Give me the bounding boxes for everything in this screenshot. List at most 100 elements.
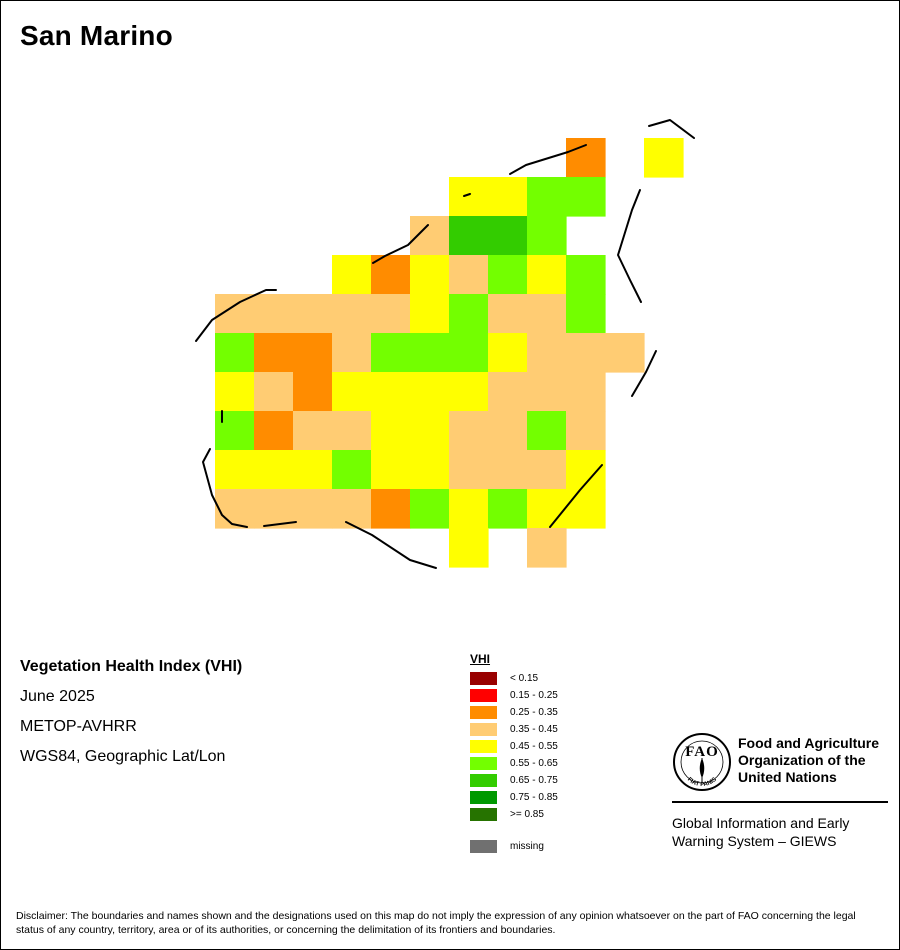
- vhi-cell: [566, 177, 606, 217]
- vhi-cell: [371, 489, 411, 529]
- disclaimer: Disclaimer: The boundaries and names sho…: [16, 910, 856, 936]
- legend-item: 0.65 - 0.75: [470, 772, 558, 789]
- vhi-cell: [215, 411, 255, 451]
- vhi-cell: [410, 450, 450, 490]
- vhi-cell: [410, 294, 450, 334]
- vhi-map: [195, 119, 695, 569]
- vhi-cell: [332, 255, 372, 295]
- vhi-cell: [293, 294, 333, 334]
- vhi-cell: [449, 372, 489, 412]
- org-line: Food and Agriculture: [738, 735, 880, 751]
- boundary-segment: [648, 119, 695, 139]
- vhi-cell: [293, 372, 333, 412]
- legend-swatch: [470, 757, 497, 770]
- vhi-cell: [254, 333, 294, 373]
- vhi-cell: [410, 489, 450, 529]
- vhi-cell: [566, 489, 606, 529]
- fao-organization-name: Food and Agriculture Organization of the…: [738, 735, 879, 786]
- vhi-cell: [527, 489, 567, 529]
- legend-label: 0.65 - 0.75: [510, 775, 558, 786]
- vhi-cell: [332, 333, 372, 373]
- fao-motto: FIAT PANIS: [686, 777, 718, 788]
- vhi-cell: [488, 333, 528, 373]
- vhi-cell: [215, 489, 255, 529]
- vhi-cell: [410, 411, 450, 451]
- vhi-cell: [488, 450, 528, 490]
- boundary-segment: [617, 189, 642, 303]
- legend-item: 0.25 - 0.35: [470, 704, 558, 721]
- vhi-cell: [254, 294, 294, 334]
- vhi-cell: [215, 372, 255, 412]
- vhi-cell: [566, 411, 606, 451]
- legend-swatch: [470, 706, 497, 719]
- vhi-cell: [332, 411, 372, 451]
- vhi-cell: [527, 177, 567, 217]
- vhi-cell: [566, 255, 606, 295]
- vhi-cell: [527, 333, 567, 373]
- svg-text:FIAT PANIS: FIAT PANIS: [686, 777, 718, 788]
- vhi-cell: [644, 138, 684, 178]
- vhi-cell: [215, 333, 255, 373]
- vhi-cell: [488, 372, 528, 412]
- legend-item: 0.35 - 0.45: [470, 721, 558, 738]
- vhi-cell: [371, 294, 411, 334]
- vhi-cell: [293, 333, 333, 373]
- vhi-cell: [449, 450, 489, 490]
- boundary-segment: [195, 289, 277, 342]
- vhi-cell: [488, 489, 528, 529]
- vhi-cell: [371, 255, 411, 295]
- vhi-grid: [215, 138, 684, 568]
- legend-swatch: [470, 774, 497, 787]
- legend-title: VHI: [470, 652, 491, 666]
- legend-swatch: [470, 791, 497, 804]
- vhi-cell: [566, 333, 606, 373]
- period: June 2025: [20, 688, 95, 705]
- vhi-cell: [566, 138, 606, 178]
- index-name: Vegetation Health Index (VHI): [20, 658, 243, 675]
- legend-item: 0.55 - 0.65: [470, 755, 558, 772]
- vhi-cell: [527, 528, 567, 568]
- legend-label: < 0.15: [510, 673, 539, 684]
- legend-swatch: [470, 840, 497, 853]
- giews-line: Global Information and Early: [672, 815, 850, 831]
- vhi-cell: [332, 489, 372, 529]
- vhi-cell: [293, 489, 333, 529]
- legend-label: 0.75 - 0.85: [510, 792, 558, 803]
- fao-letters: FAO: [685, 744, 719, 760]
- legend-label: 0.15 - 0.25: [510, 690, 558, 701]
- vhi-cell: [410, 372, 450, 412]
- boundary-segment: [549, 464, 603, 528]
- vhi-cell: [527, 450, 567, 490]
- logo-divider: [672, 801, 888, 803]
- vhi-cell: [332, 294, 372, 334]
- vhi-cell: [449, 177, 489, 217]
- vhi-cell: [527, 372, 567, 412]
- vhi-cell: [488, 216, 528, 256]
- legend-item: < 0.15: [470, 670, 538, 687]
- vhi-cell: [371, 450, 411, 490]
- map-info: Vegetation Health Index (VHI) June 2025 …: [20, 656, 242, 776]
- vhi-cell: [293, 411, 333, 451]
- boundary-segment: [263, 521, 297, 527]
- legend-swatch: [470, 740, 497, 753]
- boundary-segment: [631, 350, 657, 397]
- vhi-cell: [449, 294, 489, 334]
- vhi-cell: [293, 450, 333, 490]
- legend-label: 0.25 - 0.35: [510, 707, 558, 718]
- legend-item: 0.75 - 0.85: [470, 789, 558, 806]
- legend-swatch: [470, 689, 497, 702]
- giews-name: Global Information and Early Warning Sys…: [672, 814, 849, 850]
- vhi-cell: [527, 255, 567, 295]
- vhi-cell: [488, 411, 528, 451]
- vhi-cell: [254, 450, 294, 490]
- vhi-cell: [527, 294, 567, 334]
- vhi-cell: [449, 528, 489, 568]
- vhi-cell: [566, 372, 606, 412]
- fao-logo-icon: FAO FIAT PANIS: [673, 733, 731, 791]
- legend-label: 0.55 - 0.65: [510, 758, 558, 769]
- legend-swatch: [470, 808, 497, 821]
- vhi-cell: [527, 411, 567, 451]
- vhi-cell: [371, 372, 411, 412]
- legend: VHI < 0.15 0.15 - 0.25 0.25 - 0.35 0.35 …: [470, 652, 558, 855]
- org-line: United Nations: [738, 769, 837, 785]
